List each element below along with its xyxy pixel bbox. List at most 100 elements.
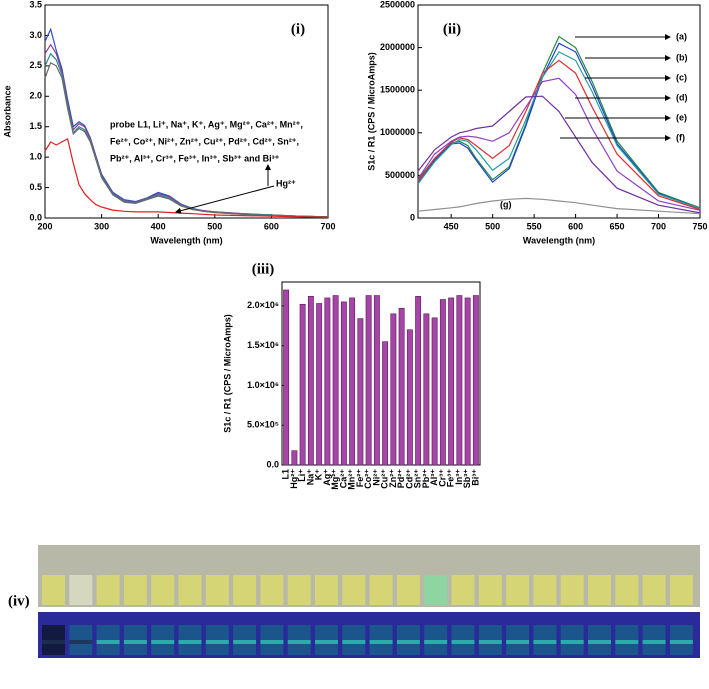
annotation: (d)	[676, 92, 688, 102]
x-tick-label: Sb³⁺	[462, 469, 472, 488]
x-tick-label: Pd²⁺	[396, 469, 406, 488]
vial-top	[342, 575, 366, 605]
x-tick-label: Ni²⁺	[371, 469, 381, 486]
vial-glow	[588, 640, 611, 644]
y-tick-label: 1500000	[380, 85, 415, 95]
x-tick-label: Bi³⁺	[470, 469, 480, 486]
bar	[382, 341, 389, 466]
x-tick-label: 500	[485, 221, 500, 231]
bar	[472, 295, 479, 466]
vial-glow	[233, 640, 257, 644]
bar	[456, 295, 463, 466]
vial-glow	[506, 640, 530, 644]
y-tick-label: 2500000	[380, 0, 415, 9]
bar	[283, 289, 290, 466]
bar	[291, 450, 298, 466]
vial-glow	[205, 640, 229, 644]
y-tick-label: 1.5×10⁶	[247, 340, 279, 350]
x-tick-label: Na⁺	[305, 469, 315, 486]
bar	[357, 318, 364, 466]
x-tick-label: Cr³⁺	[437, 469, 447, 487]
x-tick-label: 550	[527, 221, 542, 231]
vial-top	[151, 575, 175, 605]
bar	[423, 313, 430, 466]
vial-glow	[123, 640, 147, 644]
x-tick-label: 750	[692, 221, 707, 231]
panel-label: (ii)	[443, 21, 461, 37]
x-tick-label: Al³⁺	[429, 469, 439, 486]
x-tick-label: Hg²⁺	[289, 469, 299, 489]
series-line	[417, 197, 701, 215]
vial-top	[287, 575, 311, 605]
plot-frame	[281, 281, 481, 466]
x-tick-label: Zn²⁺	[388, 469, 398, 488]
vial-top	[96, 575, 120, 605]
vial-top	[123, 575, 147, 605]
y-tick-label: 0.5	[29, 182, 42, 192]
x-tick-label: 700	[320, 221, 335, 231]
x-tick-label: K⁺	[314, 469, 324, 480]
arrow	[175, 185, 275, 214]
bar	[406, 329, 413, 466]
y-tick-label: 2.0	[29, 91, 42, 101]
bar	[349, 297, 356, 466]
annotation: (b)	[676, 52, 688, 62]
y-tick-label: 3.5	[29, 0, 42, 9]
series-line	[417, 59, 701, 211]
vial-top	[69, 575, 93, 605]
x-tick-label: 450	[444, 221, 459, 231]
vial-glow	[96, 640, 120, 644]
annotation: probe L1, Li⁺, Na⁺, K⁺, Ag⁺, Mg²⁺, Ca²⁺,…	[110, 119, 303, 129]
y-tick-label: 1000000	[380, 127, 415, 137]
bar	[398, 307, 405, 466]
x-tick-label: Fe²⁺	[355, 469, 365, 488]
panel-label: (i)	[291, 21, 305, 37]
y-axis-label: S1c / R1 (CPS / MicroAmps)	[366, 52, 376, 171]
bar	[373, 295, 380, 466]
vial-glow	[342, 640, 366, 644]
x-tick-label: L1	[281, 469, 291, 480]
vial-top	[560, 575, 584, 605]
bar	[307, 296, 314, 466]
vial-top	[42, 575, 65, 605]
vial-glow	[260, 640, 284, 644]
bar	[415, 296, 422, 466]
y-tick-label: 5.0×10⁵	[247, 420, 279, 430]
bar	[448, 297, 455, 466]
vial-glow	[560, 640, 584, 644]
y-tick-label: 3.0	[29, 30, 42, 40]
vial-top	[178, 575, 202, 605]
annotation: Fe²⁺, Co²⁺, Ni²⁺, Zn²⁺, Cu²⁺, Pd²⁺, Cd²⁺…	[110, 136, 299, 146]
x-tick-label: 300	[94, 221, 109, 231]
y-tick-label: 2.0×10⁶	[247, 300, 279, 310]
vial-glow	[69, 640, 93, 644]
vial-glow	[287, 640, 311, 644]
x-tick-label: 650	[610, 221, 625, 231]
vial-glow	[315, 640, 338, 644]
y-tick-label: 0.0	[266, 459, 279, 469]
x-tick-label: Co²⁺	[363, 469, 373, 489]
x-tick-label: Cu²⁺	[380, 469, 390, 489]
annotation: Hg²⁺	[276, 178, 296, 188]
y-axis-label: S1c / R1 (CPS / MicroAmps)	[222, 314, 232, 433]
vial-glow	[642, 640, 666, 644]
x-tick-label: Li⁺	[297, 469, 307, 482]
annotation: (f)	[676, 132, 685, 142]
annotation: (e)	[676, 112, 687, 122]
bar	[365, 295, 372, 466]
vial-top	[315, 575, 338, 605]
y-tick-label: 1.5	[29, 121, 42, 131]
vial-top	[533, 575, 557, 605]
bar	[324, 297, 331, 466]
x-tick-label: 600	[568, 221, 583, 231]
plot-frame	[44, 4, 329, 219]
series-line	[44, 52, 329, 218]
x-tick-label: Sn²⁺	[413, 469, 423, 488]
y-tick-label: 0.0	[29, 212, 42, 222]
series-line	[417, 77, 701, 211]
series-line	[417, 95, 701, 214]
y-tick-label: 1.0×10⁶	[247, 380, 279, 390]
annotation: (g)	[500, 199, 512, 209]
y-axis-label: Absorbance	[2, 85, 12, 137]
